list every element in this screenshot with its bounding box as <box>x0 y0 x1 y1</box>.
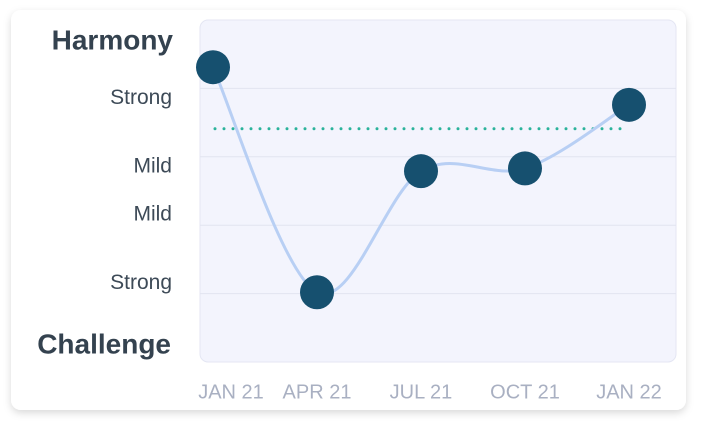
plot-area <box>199 19 677 363</box>
point <box>300 275 334 310</box>
x-tick-label: JAN 21 <box>198 381 264 403</box>
y-tick-label: Strong <box>110 86 172 109</box>
x-tick-label: JUL 21 <box>390 381 453 403</box>
y-tick-label: Strong <box>110 271 172 294</box>
point <box>508 151 542 186</box>
y-tick-label: Mild <box>133 154 172 177</box>
point <box>196 50 230 85</box>
point <box>612 87 646 122</box>
y-tick-label: Mild <box>133 203 172 226</box>
line <box>211 66 630 296</box>
x-tick-label: APR 21 <box>283 381 352 403</box>
x-tick-label: OCT 21 <box>490 381 560 403</box>
point <box>404 154 438 189</box>
x-tick-label: JAN 22 <box>596 381 662 403</box>
y-top-label: Harmony <box>52 24 174 55</box>
y-bottom-label: Challenge <box>37 328 171 359</box>
